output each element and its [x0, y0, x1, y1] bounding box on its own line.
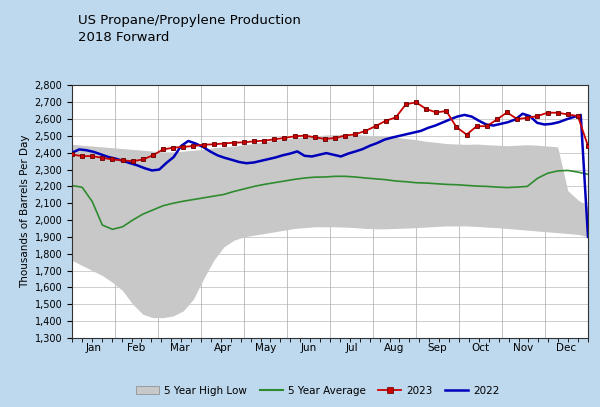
Y-axis label: Thousands of Barrels Per Day: Thousands of Barrels Per Day	[20, 135, 30, 289]
Text: US Propane/Propylene Production
2018 Forward: US Propane/Propylene Production 2018 For…	[78, 14, 301, 44]
Legend: 5 Year High Low, 5 Year Average, 2023, 2022: 5 Year High Low, 5 Year Average, 2023, 2…	[132, 381, 504, 400]
